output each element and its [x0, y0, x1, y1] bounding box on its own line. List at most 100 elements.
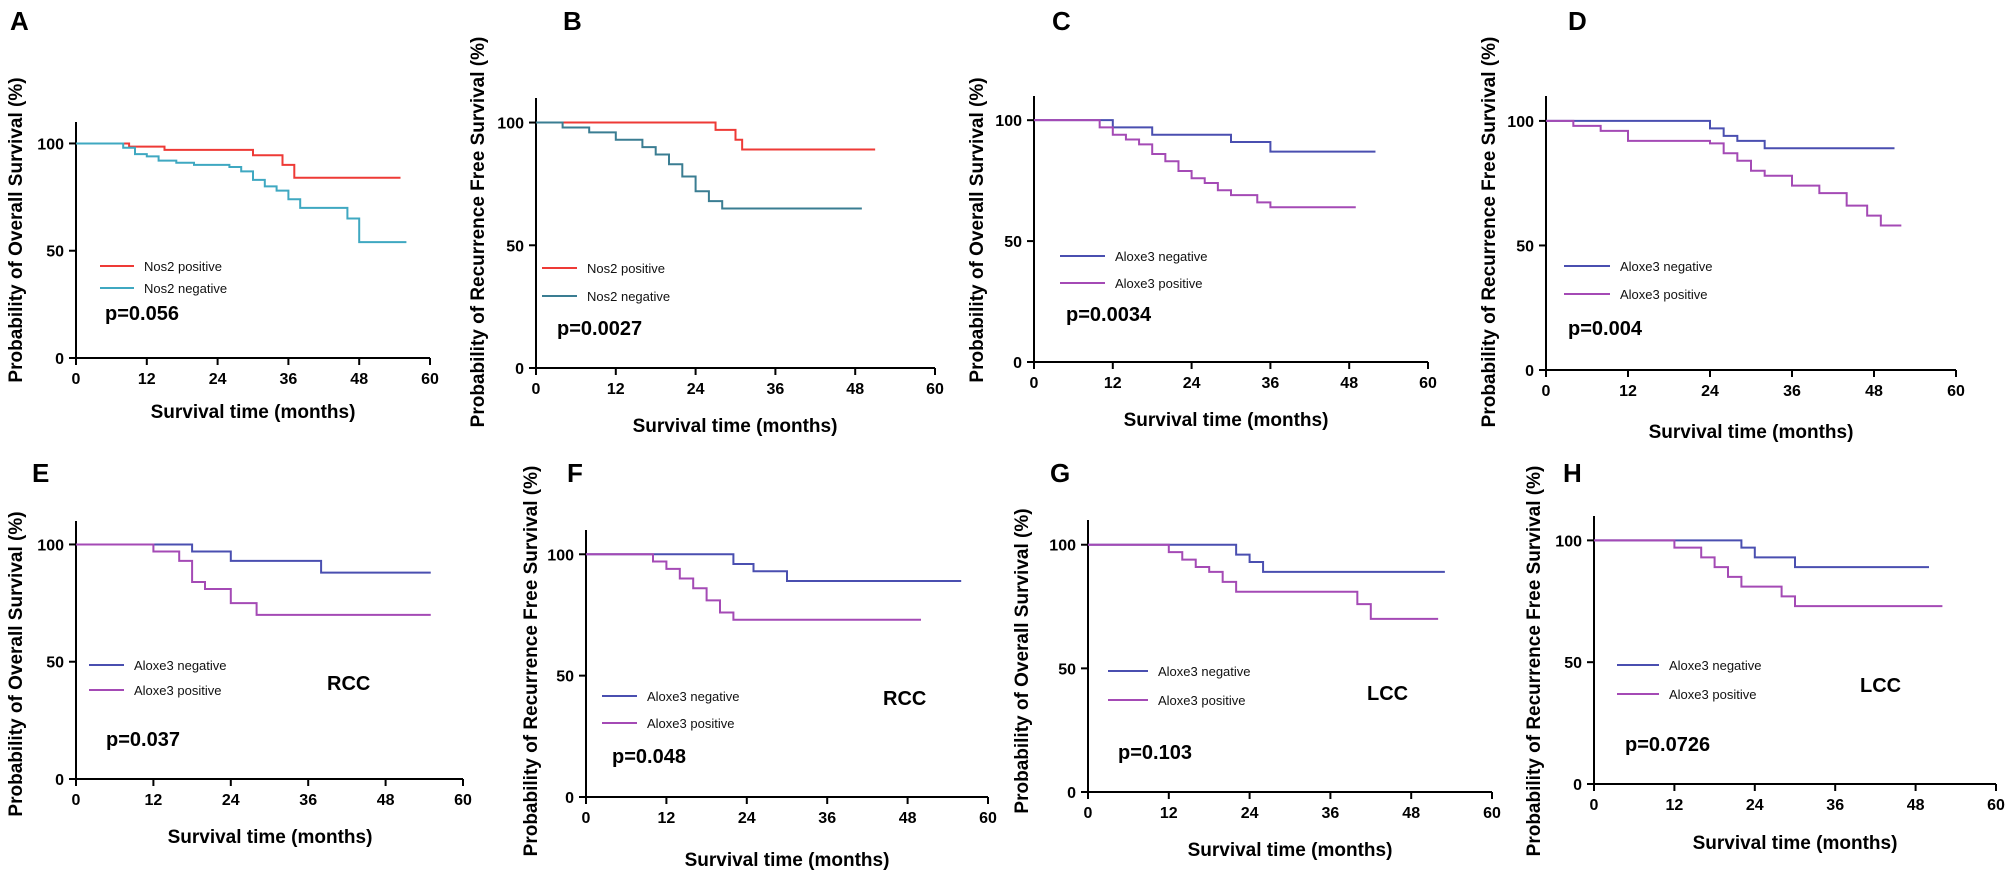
- panel-e: E 0 12 24 36 48 60 0 50 100 Survival time (months)…: [6, 458, 472, 848]
- x-tick-label: 36: [1783, 383, 1801, 400]
- y-tick-label: 0: [515, 361, 524, 378]
- x-tick-label: 24: [738, 810, 756, 827]
- legend-label-nos2-positive: Nos2 positive: [144, 259, 222, 274]
- km-curve-aloxe3-negative: [1034, 119, 1376, 153]
- y-tick-label: 50: [506, 238, 524, 255]
- y-tick-label: 100: [547, 547, 574, 564]
- x-tick-label: 60: [1947, 383, 1965, 400]
- km-curve-aloxe3-positive: [76, 543, 431, 616]
- legend-label-aloxe3-negative: Aloxe3 negative: [1620, 259, 1713, 274]
- legend-label-nos2-negative: Nos2 negative: [587, 289, 670, 304]
- legend-label-aloxe3-positive: Aloxe3 positive: [1669, 687, 1756, 702]
- km-curve-aloxe3-positive: [1546, 119, 1902, 227]
- x-tick-label: 48: [1907, 797, 1925, 814]
- x-tick-label: 36: [1826, 797, 1844, 814]
- x-tick-label: 24: [1746, 797, 1764, 814]
- subtype-label: RCC: [883, 688, 926, 710]
- x-tick-label: 60: [979, 810, 997, 827]
- legend-label-nos2-negative: Nos2 negative: [144, 281, 227, 296]
- y-axis-title: Probability of Overall Survival (%): [6, 511, 27, 816]
- y-axis-title: Probability of Overall Survival (%): [967, 77, 988, 382]
- x-tick-label: 36: [1262, 375, 1280, 392]
- x-tick-label: 0: [532, 381, 541, 398]
- x-tick-label: 48: [1402, 805, 1420, 822]
- y-tick-label: 50: [1564, 655, 1582, 672]
- x-tick-label: 60: [1419, 375, 1437, 392]
- legend-label-nos2-positive: Nos2 positive: [587, 261, 665, 276]
- km-curve-aloxe3-negative: [1594, 539, 1929, 569]
- p-value: p=0.056: [105, 303, 179, 325]
- x-tick-label: 60: [1483, 805, 1501, 822]
- p-value: p=0.048: [612, 746, 686, 768]
- y-tick-label: 50: [46, 655, 64, 672]
- legend-label-aloxe3-negative: Aloxe3 negative: [1158, 664, 1251, 679]
- y-tick-label: 100: [1507, 114, 1534, 131]
- x-tick-label: 12: [607, 381, 625, 398]
- y-axis-title: Probability of Overall Survival (%): [1012, 508, 1033, 813]
- x-tick-label: 0: [1542, 383, 1551, 400]
- panel-h: H 0 12 24 36 48 60 0 50 100 Survival time (months)…: [1524, 458, 2005, 856]
- y-tick-label: 50: [556, 669, 574, 686]
- km-curve-nos2-negative: [76, 142, 407, 244]
- legend-label-aloxe3-positive: Aloxe3 positive: [134, 683, 221, 698]
- legend-label-aloxe3-negative: Aloxe3 negative: [134, 658, 227, 673]
- y-tick-label: 100: [37, 136, 64, 153]
- y-tick-label: 0: [55, 351, 64, 368]
- x-tick-label: 0: [1590, 797, 1599, 814]
- p-value: p=0.0034: [1066, 304, 1152, 326]
- km-curve-aloxe3-negative: [1546, 119, 1895, 150]
- x-axis-title: Survival time (months): [168, 827, 373, 848]
- km-curve-aloxe3-negative: [76, 543, 431, 574]
- y-tick-label: 0: [1013, 355, 1022, 372]
- x-axis-title: Survival time (months): [151, 402, 356, 423]
- legend-label-aloxe3-negative: Aloxe3 negative: [1669, 658, 1762, 673]
- x-tick-label: 36: [299, 792, 317, 809]
- legend-label-aloxe3-negative: Aloxe3 negative: [647, 689, 740, 704]
- x-tick-label: 12: [1160, 805, 1178, 822]
- panel-letter-b: B: [563, 6, 582, 36]
- x-tick-label: 12: [1666, 797, 1684, 814]
- x-tick-label: 48: [1865, 383, 1883, 400]
- panel-letter-a: A: [10, 6, 29, 36]
- km-curve-aloxe3-positive: [1088, 543, 1439, 620]
- x-tick-label: 48: [1340, 375, 1358, 392]
- x-tick-label: 36: [280, 371, 298, 388]
- x-tick-label: 12: [138, 371, 156, 388]
- x-tick-label: 24: [687, 381, 705, 398]
- x-tick-label: 60: [454, 792, 472, 809]
- x-tick-label: 24: [1701, 383, 1719, 400]
- y-tick-label: 0: [565, 790, 574, 807]
- y-tick-label: 50: [1516, 238, 1534, 255]
- subtype-label: LCC: [1367, 683, 1408, 705]
- x-tick-label: 60: [421, 371, 439, 388]
- y-tick-label: 0: [55, 772, 64, 789]
- km-curve-aloxe3-positive: [1034, 119, 1356, 209]
- y-tick-label: 50: [1004, 234, 1022, 251]
- km-curve-aloxe3-negative: [1088, 543, 1445, 573]
- y-tick-label: 100: [1049, 538, 1076, 555]
- x-tick-label: 0: [72, 371, 81, 388]
- y-axis-title: Probability of Overall Survival (%): [6, 77, 27, 382]
- subtype-label: LCC: [1860, 675, 1901, 697]
- y-tick-label: 100: [37, 537, 64, 554]
- panel-letter-h: H: [1563, 458, 1582, 488]
- y-axis-title: Probability of Recurrence Free Survival …: [468, 37, 489, 428]
- panel-d: D 0 12 24 36 48 60 0 50 100 Survival time (months)…: [1479, 6, 1965, 443]
- km-curve-aloxe3-negative: [586, 553, 962, 582]
- panel-c: C 0 12 24 36 48 60 0 50 100 Survival time (months)…: [967, 6, 1437, 431]
- panel-letter-e: E: [32, 458, 49, 488]
- x-axis-title: Survival time (months): [1649, 422, 1854, 443]
- p-value: p=0.0726: [1625, 734, 1710, 756]
- x-tick-label: 0: [1084, 805, 1093, 822]
- x-tick-label: 12: [1619, 383, 1637, 400]
- x-tick-label: 24: [1183, 375, 1201, 392]
- panel-letter-d: D: [1568, 6, 1587, 36]
- legend-label-aloxe3-positive: Aloxe3 positive: [1158, 693, 1245, 708]
- legend-label-aloxe3-positive: Aloxe3 positive: [647, 716, 734, 731]
- x-tick-label: 60: [926, 381, 944, 398]
- p-value: p=0.0027: [557, 318, 642, 340]
- x-tick-label: 12: [145, 792, 163, 809]
- y-tick-label: 50: [1058, 661, 1076, 678]
- panel-letter-f: F: [567, 458, 583, 488]
